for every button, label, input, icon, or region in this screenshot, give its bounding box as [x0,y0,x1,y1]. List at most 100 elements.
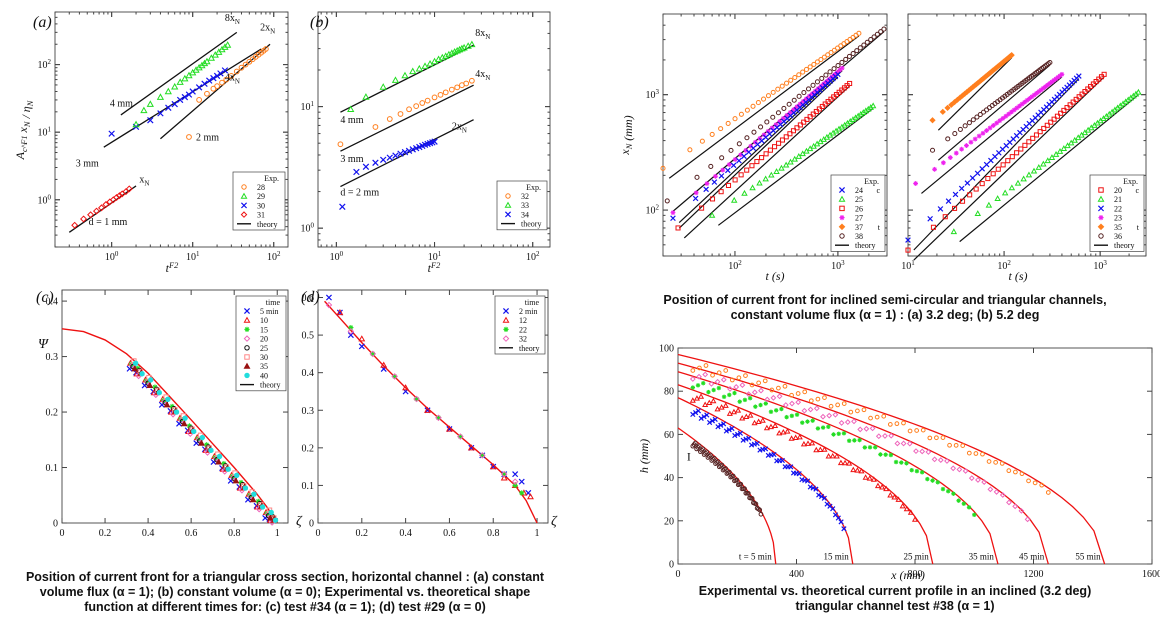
data-point [762,446,769,452]
data-point [904,461,909,466]
legend-label: 34 [521,210,529,219]
data-point [448,49,456,56]
data-point [455,45,464,53]
data-point [820,413,826,420]
data-point [463,80,470,87]
data-point [721,394,727,400]
data-point [795,391,801,396]
data-point [203,57,211,65]
data-point [758,387,764,394]
data-point [1027,96,1032,101]
error-bar-label: I [687,449,691,463]
data-point [379,156,387,164]
data-point [108,130,115,137]
data-point [871,34,877,40]
data-point [1070,99,1076,105]
data-point [182,415,188,421]
legend-marker [240,202,248,209]
data-point [664,198,670,204]
legend-suffix: c [876,186,880,195]
chart-a: 100 101 102 100 101 102 8xN 2xN 4xN 4 mm 2 mm 3 mm x… [13,11,289,275]
data-point [694,174,700,180]
data-point [813,446,820,453]
data-point [764,119,770,125]
x-axis-label: x (mm) [890,568,925,582]
data-point [238,64,245,71]
data-point [814,59,820,65]
data-point [994,195,1001,201]
x-tick-label: 0 [676,569,681,580]
data-point [742,486,747,492]
data-point [732,390,737,396]
data-point [925,449,932,455]
data-point [981,479,988,485]
data-point [764,396,771,403]
y-tick-label: 100 [659,344,674,355]
data-point [874,414,880,420]
x-tick-label: 102 [526,250,540,263]
x-tick-label: 400 [789,569,804,580]
y-tick-label: 0 [309,519,314,530]
y-tick-label: 80 [664,387,674,398]
data-point [827,69,833,75]
data-point [966,450,972,456]
data-point [693,395,700,401]
y-axis-label: h (mm) [637,439,651,473]
data-point [727,386,733,392]
data-point [713,173,718,179]
legend-label: 2 min [519,307,537,316]
plot-frame [907,13,1147,257]
data-point [775,86,781,92]
data-point [723,428,730,434]
data-point [767,147,773,153]
x-tick-label: 101 [428,250,442,263]
data-point [804,478,811,484]
data-point [704,181,710,186]
data-point [712,416,718,423]
data-point [999,461,1005,466]
data-point [259,504,266,510]
x-axis-label: tF2 [166,261,179,275]
data-point [894,440,901,447]
data-point [705,455,711,460]
data-point [769,387,775,393]
legend-title: Exp. [1123,177,1138,186]
legend-marker [244,345,250,351]
y-tick-label: 0.4 [302,368,315,379]
data-point [725,182,732,188]
data-point [720,421,727,427]
data-point [778,164,785,171]
data-point [944,458,950,464]
legend-suffix: t [878,223,881,232]
data-point [914,428,920,433]
data-point [1047,59,1053,66]
data-point [776,393,783,400]
x-tick-label: 0.6 [443,528,456,539]
data-point [869,425,876,432]
data-point [519,490,525,496]
data-point [1014,179,1022,186]
theory-line [678,76,839,229]
data-point [347,105,355,113]
data-point [850,50,856,57]
data-point [191,428,197,435]
data-point [146,381,154,388]
data-point [836,431,841,437]
data-point [242,61,249,68]
theory-line [913,78,1080,251]
legend-marker [244,354,250,360]
data-point [874,482,882,489]
data-point [945,489,951,494]
data-point [861,42,867,48]
data-point [132,120,140,128]
data-point [424,97,431,104]
data-point [736,375,742,381]
theory-line [160,43,271,140]
data-point [711,179,718,185]
data-point [747,412,754,418]
data-point [500,474,508,481]
legend-label: theory [260,381,280,390]
data-point [862,445,868,450]
data-point [71,221,79,229]
